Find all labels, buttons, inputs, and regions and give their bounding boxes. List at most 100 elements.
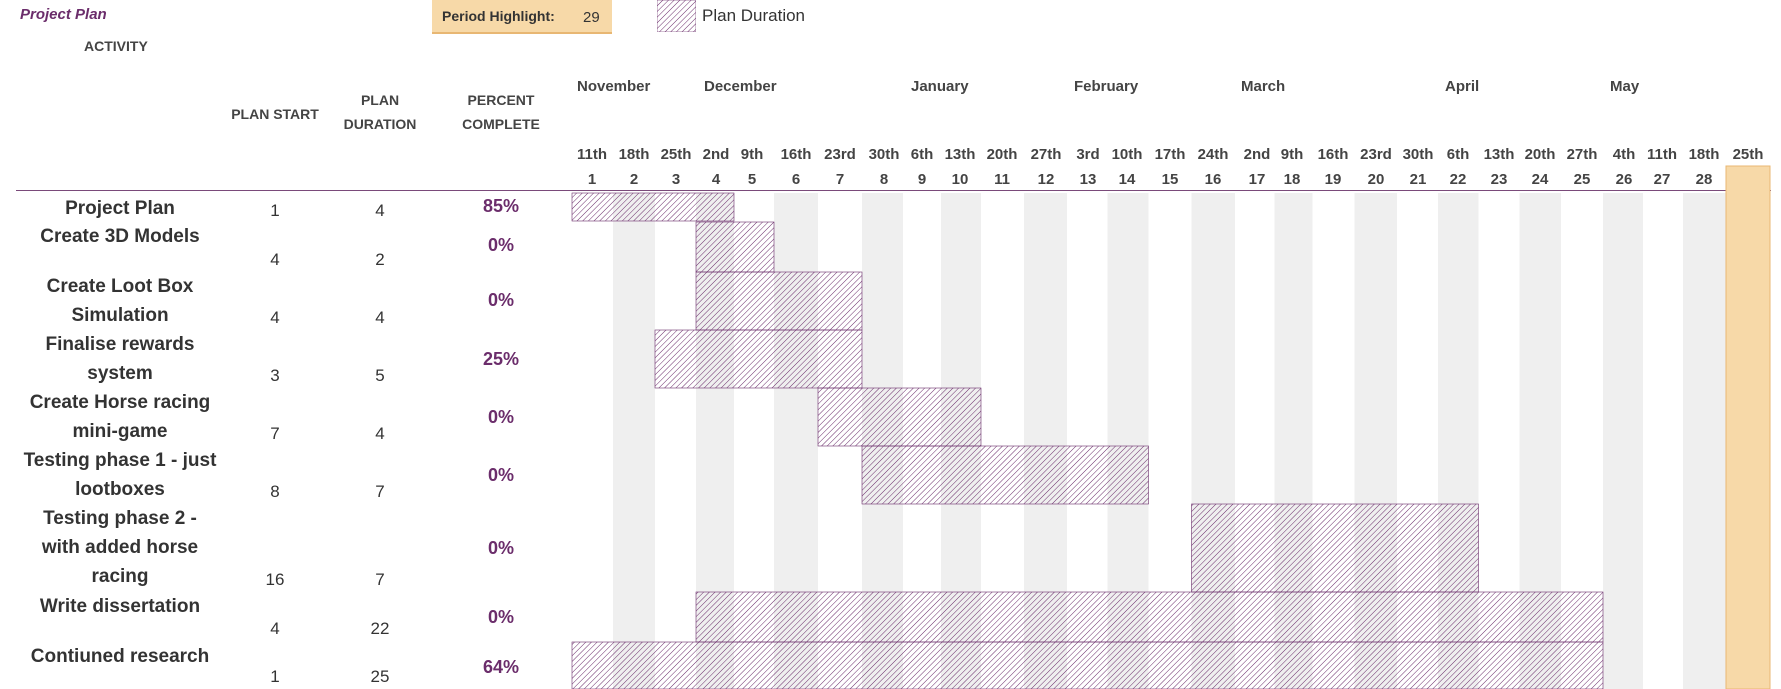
legend-swatch — [657, 0, 696, 32]
task-name: Testing phase 2 - — [43, 508, 197, 529]
period-number-label: 22 — [1449, 171, 1467, 188]
week-date-label: 24th — [1197, 146, 1229, 163]
activity-column-header: ACTIVITY — [84, 38, 148, 54]
gantt-bar — [1191, 503, 1479, 593]
gantt-bar — [695, 591, 1604, 643]
period-number-label: 1 — [587, 171, 597, 188]
plan-start-value: 1 — [270, 667, 280, 686]
plan-start-value: 3 — [270, 366, 280, 385]
period-number-label: 27 — [1653, 171, 1671, 188]
month-label: December — [704, 78, 777, 95]
task-name: with added horse — [41, 537, 199, 558]
gantt-bar — [695, 271, 863, 331]
week-date-label: 11th — [576, 146, 607, 163]
month-label: May — [1610, 78, 1640, 95]
gantt-bar — [861, 445, 1149, 505]
plan-duration-header-1: PLAN — [360, 92, 400, 108]
legend-label: Plan Duration — [702, 6, 806, 25]
period-number-label: 9 — [917, 171, 927, 188]
week-date-label: 25th — [660, 146, 692, 163]
plan-duration-value: 22 — [370, 619, 390, 638]
week-date-label: 4th — [1612, 146, 1636, 163]
header-divider — [16, 190, 1771, 191]
week-date-label: 25th — [1732, 146, 1764, 163]
plan-duration-value: 2 — [375, 250, 385, 269]
period-number-label: 3 — [671, 171, 681, 188]
period-number-label: 6 — [791, 171, 801, 188]
task-name: mini-game — [72, 421, 168, 442]
task-name: Testing phase 1 - just — [23, 450, 217, 471]
plan-duration-value: 4 — [375, 424, 385, 443]
period-number-label: 2 — [629, 171, 639, 188]
week-date-label: 9th — [740, 146, 764, 163]
week-date-label: 13th — [1483, 146, 1515, 163]
week-date-label: 16th — [780, 146, 812, 163]
period-number-label: 5 — [747, 171, 757, 188]
plan-duration-value: 7 — [375, 482, 385, 501]
period-highlight-value[interactable]: 29 — [583, 9, 600, 26]
week-date-label: 6th — [1446, 146, 1470, 163]
period-number-label: 14 — [1118, 171, 1136, 188]
week-date-label: 13th — [944, 146, 976, 163]
gantt-bar — [817, 387, 982, 447]
period-number-label: 28 — [1695, 171, 1713, 188]
week-date-label: 11th — [1646, 146, 1677, 163]
page-title: Project Plan — [20, 6, 107, 23]
task-name: racing — [91, 566, 149, 587]
plan-start-value: 7 — [270, 424, 280, 443]
week-date-label: 2nd — [702, 146, 730, 163]
task-name: Contiuned research — [30, 646, 210, 667]
task-name: Project Plan — [65, 198, 175, 219]
task-name: lootboxes — [75, 479, 165, 500]
period-shade-column — [1603, 193, 1643, 689]
task-name: Create Horse racing — [29, 392, 211, 413]
plan-start-value: 16 — [265, 570, 285, 589]
week-date-label: 23rd — [1360, 146, 1392, 163]
week-date-label: 10th — [1111, 146, 1143, 163]
month-label: February — [1074, 78, 1139, 95]
gantt-bar — [571, 192, 735, 222]
week-date-label: 23rd — [824, 146, 856, 163]
plan-duration-value: 4 — [375, 201, 385, 220]
week-date-label: 18th — [1688, 146, 1720, 163]
task-name: Create 3D Models — [40, 226, 200, 247]
percent-complete-value: 0% — [487, 235, 514, 255]
plan-duration-value: 4 — [375, 308, 385, 327]
task-name: Create Loot Box — [46, 276, 194, 297]
period-number-label: 7 — [835, 171, 845, 188]
task-name: Write dissertation — [39, 596, 201, 617]
plan-start-value: 4 — [270, 250, 280, 269]
week-date-label: 18th — [618, 146, 650, 163]
week-date-label: 30th — [1402, 146, 1434, 163]
plan-duration-value: 25 — [370, 667, 390, 686]
period-number-label: 25 — [1573, 171, 1591, 188]
period-number-label: 15 — [1161, 171, 1179, 188]
percent-complete-value: 0% — [487, 290, 514, 310]
period-shade-column — [613, 193, 655, 689]
week-date-label: 6th — [910, 146, 934, 163]
period-highlight-box[interactable] — [432, 0, 612, 34]
period-number-label: 4 — [711, 171, 721, 188]
percent-complete-value: 25% — [482, 349, 520, 369]
period-number-label: 21 — [1409, 171, 1427, 188]
month-label: January — [911, 78, 969, 95]
percent-complete-value: 0% — [487, 407, 514, 427]
week-date-label: 3rd — [1076, 146, 1100, 163]
week-date-label: 20th — [986, 146, 1018, 163]
period-shade-column — [1683, 193, 1726, 689]
plan-duration-value: 7 — [375, 570, 385, 589]
period-number-label: 16 — [1204, 171, 1222, 188]
week-date-label: 27th — [1030, 146, 1062, 163]
period-number-label: 17 — [1248, 171, 1266, 188]
period-number-label: 18 — [1283, 171, 1301, 188]
period-number-label: 24 — [1531, 171, 1549, 188]
period-number-label: 12 — [1037, 171, 1055, 188]
task-name: system — [87, 363, 153, 384]
gantt-bar — [695, 221, 775, 273]
period-number-label: 23 — [1490, 171, 1508, 188]
percent-header-2: COMPLETE — [462, 116, 540, 132]
task-name: Simulation — [71, 305, 169, 326]
period-number-label: 8 — [879, 171, 889, 188]
period-highlight-column — [1725, 165, 1771, 689]
